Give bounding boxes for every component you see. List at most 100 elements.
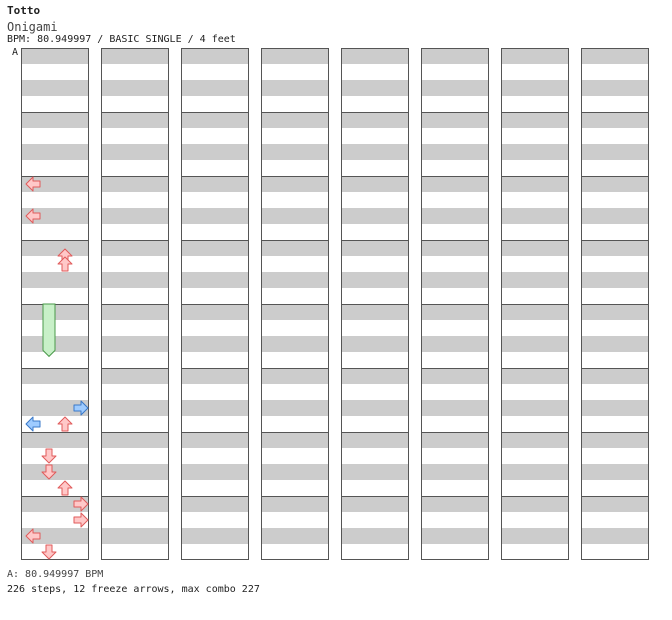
beat-stripe [101, 80, 169, 96]
beat-stripe [341, 336, 409, 352]
beat-stripe [101, 400, 169, 416]
beat-stripe [421, 528, 489, 544]
beat-stripe [261, 48, 329, 64]
beat-stripe [181, 336, 249, 352]
beat-stripe [421, 304, 489, 320]
beat-stripe [581, 240, 649, 256]
beat-stripe [261, 368, 329, 384]
beat-stripe [101, 496, 169, 512]
beat-stripe [581, 112, 649, 128]
beat-stripe [341, 400, 409, 416]
beat-stripe [581, 336, 649, 352]
beat-stripe [181, 368, 249, 384]
beat-stripe [581, 464, 649, 480]
beat-stripe [101, 176, 169, 192]
beat-stripe [581, 528, 649, 544]
arrow-left-icon [25, 416, 41, 432]
beat-stripe [501, 208, 569, 224]
beat-stripe [501, 112, 569, 128]
beat-stripe [101, 464, 169, 480]
measure-column-6 [421, 48, 489, 560]
beat-stripe [21, 272, 89, 288]
beat-stripe [341, 176, 409, 192]
footer-stats: 226 steps, 12 freeze arrows, max combo 2… [7, 584, 260, 595]
beat-stripe [21, 400, 89, 416]
beat-stripe [181, 496, 249, 512]
arrow-right-icon [73, 400, 89, 416]
beat-stripe [261, 272, 329, 288]
beat-stripe [181, 240, 249, 256]
beat-stripe [181, 272, 249, 288]
beat-stripe [261, 144, 329, 160]
beat-stripe [21, 80, 89, 96]
beat-stripe [21, 48, 89, 64]
arrow-left-icon [25, 528, 41, 544]
beat-stripe [101, 144, 169, 160]
beat-stripe [261, 464, 329, 480]
chart-meta: BPM: 80.949997 / BASIC SINGLE / 4 feet [7, 34, 236, 45]
beat-stripe [181, 528, 249, 544]
beat-stripe [501, 368, 569, 384]
segment-label: A [12, 47, 19, 58]
beat-stripe [261, 400, 329, 416]
arrow-right-icon [73, 512, 89, 528]
beat-stripe [421, 368, 489, 384]
beat-stripe [181, 304, 249, 320]
arrow-down-icon [41, 464, 57, 480]
beat-stripe [581, 496, 649, 512]
beat-stripe [101, 368, 169, 384]
beat-stripe [341, 528, 409, 544]
beat-stripe [261, 336, 329, 352]
beat-stripe [21, 240, 89, 256]
beat-stripe [21, 496, 89, 512]
beat-stripe [101, 432, 169, 448]
beat-stripe [101, 304, 169, 320]
beat-stripe [501, 272, 569, 288]
beat-stripe [501, 304, 569, 320]
beat-stripe [181, 112, 249, 128]
beat-stripe [501, 528, 569, 544]
beat-stripe [501, 496, 569, 512]
beat-stripe [341, 240, 409, 256]
beat-stripe [181, 432, 249, 448]
freeze-arrow [42, 303, 56, 358]
beat-stripe [101, 336, 169, 352]
arrow-down-icon [41, 448, 57, 464]
song-artist: Onigami [7, 20, 58, 34]
beat-stripe [421, 464, 489, 480]
measure-column-1 [21, 48, 89, 560]
beat-stripe [581, 80, 649, 96]
beat-stripe [581, 48, 649, 64]
beat-stripe [181, 80, 249, 96]
beat-stripe [501, 400, 569, 416]
beat-stripe [21, 144, 89, 160]
beat-stripe [421, 144, 489, 160]
beat-stripe [421, 336, 489, 352]
beat-stripe [21, 208, 89, 224]
beat-stripe [101, 48, 169, 64]
measure-column-7 [501, 48, 569, 560]
beat-stripe [341, 464, 409, 480]
measure-column-2 [101, 48, 169, 560]
beat-stripe [181, 208, 249, 224]
beat-stripe [341, 368, 409, 384]
beat-stripe [181, 176, 249, 192]
beat-stripe [341, 80, 409, 96]
beat-stripe [501, 80, 569, 96]
arrow-down-icon [41, 544, 57, 560]
beat-stripe [21, 528, 89, 544]
beat-stripe [261, 208, 329, 224]
beat-stripe [261, 112, 329, 128]
beat-stripe [501, 464, 569, 480]
beat-stripe [101, 112, 169, 128]
song-title: Totto [7, 4, 41, 17]
beat-stripe [261, 496, 329, 512]
beat-stripe [341, 272, 409, 288]
measure-column-5 [341, 48, 409, 560]
beat-stripe [101, 272, 169, 288]
beat-stripe [421, 432, 489, 448]
beat-stripe [341, 112, 409, 128]
beat-stripe [261, 304, 329, 320]
beat-stripe [181, 144, 249, 160]
beat-stripe [501, 144, 569, 160]
